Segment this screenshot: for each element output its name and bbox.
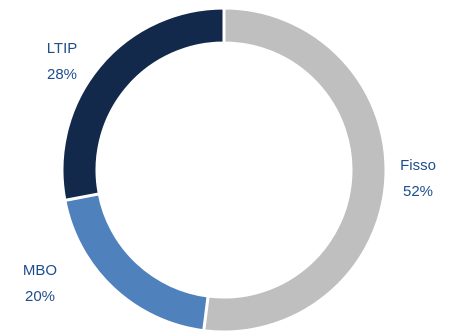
label-ltip: LTIP [47, 40, 78, 57]
slice-mbo [63, 192, 210, 333]
percent-mbo: 20% [25, 288, 55, 305]
percent-ltip: 28% [47, 66, 77, 83]
label-mbo: MBO [23, 262, 57, 279]
slice-fisso [202, 6, 388, 334]
percent-fisso: 52% [403, 183, 433, 200]
label-fisso: Fisso [400, 157, 436, 174]
slice-ltip [60, 6, 226, 203]
donut-slices [60, 6, 388, 334]
